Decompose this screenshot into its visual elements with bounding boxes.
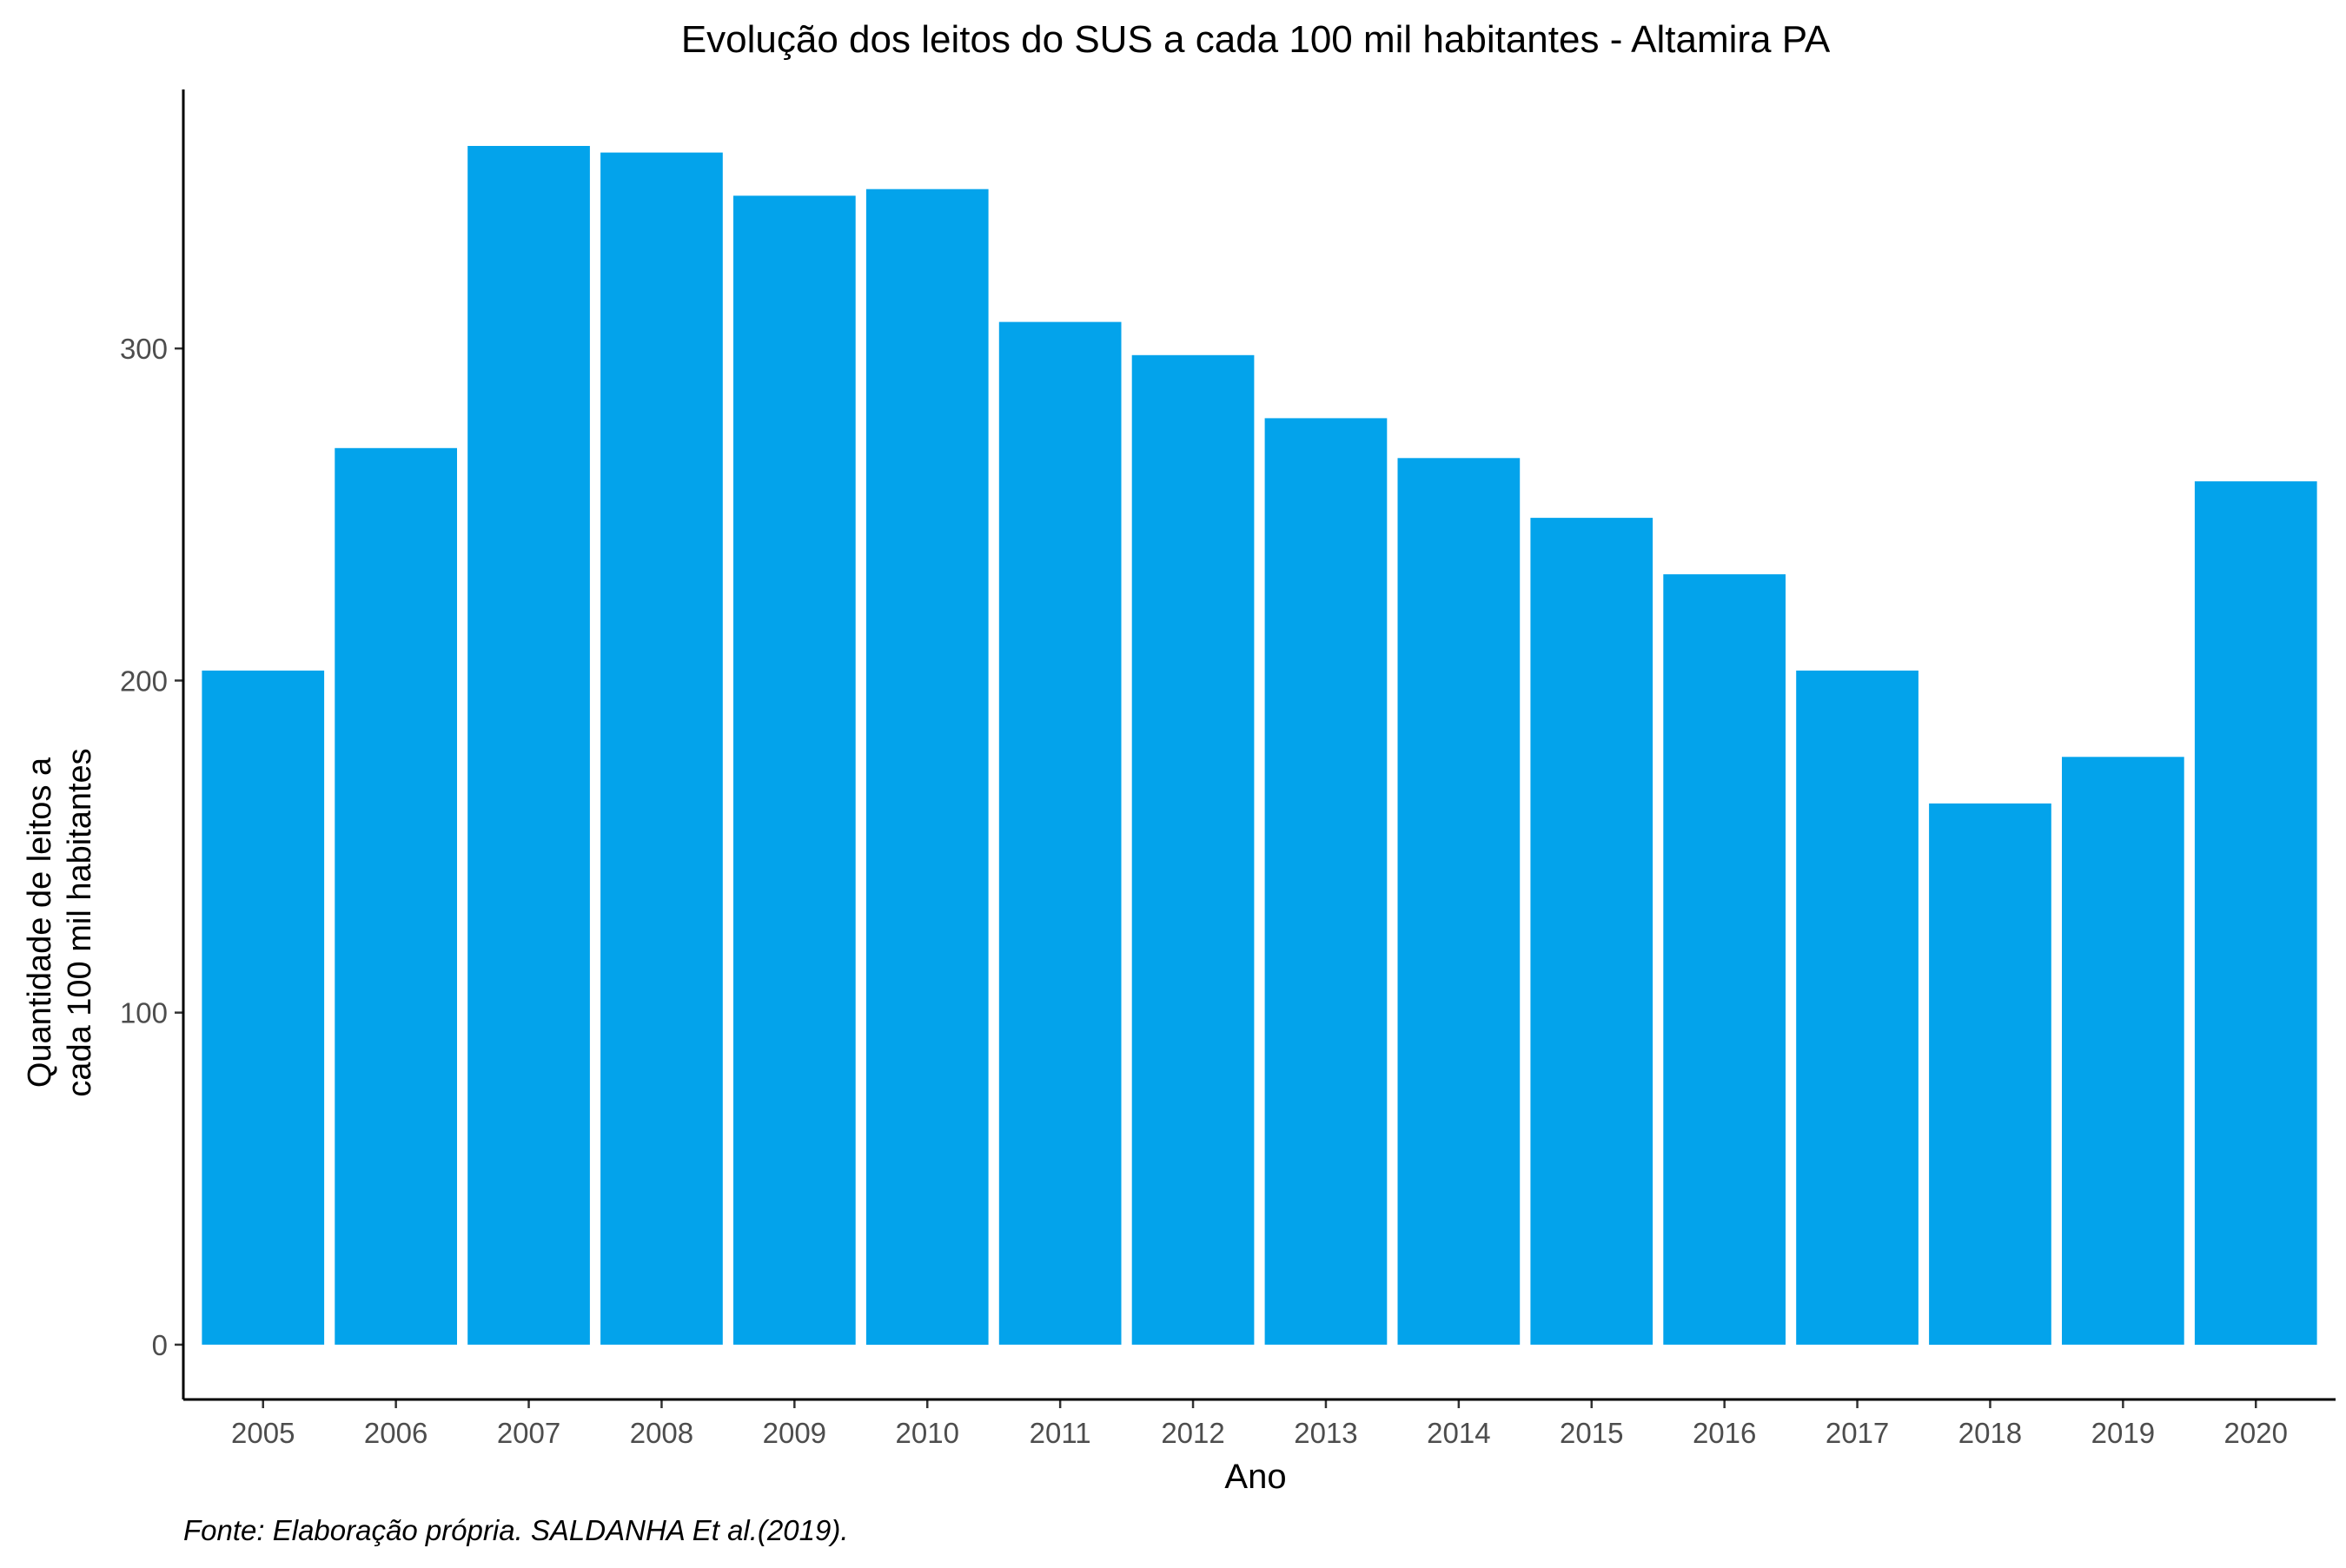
- x-tick-label: 2012: [1161, 1417, 1224, 1449]
- x-tick-label: 2005: [231, 1417, 295, 1449]
- bar-2020: [2194, 481, 2317, 1345]
- x-tick-label: 2016: [1693, 1417, 1756, 1449]
- bar-2016: [1663, 574, 1786, 1345]
- bar-2007: [467, 146, 590, 1345]
- x-tick-label: 2013: [1294, 1417, 1357, 1449]
- x-tick-label: 2006: [364, 1417, 427, 1449]
- bar-2019: [2062, 757, 2184, 1345]
- x-tick-label: 2007: [497, 1417, 560, 1449]
- x-axis-ticks: 2005 2006 2007 2008 2009 2010 2011 2012 2013 2014…: [231, 1399, 2288, 1449]
- x-tick-label: 2018: [1958, 1417, 2022, 1449]
- bar-2014: [1397, 458, 1521, 1345]
- bar-2017: [1796, 670, 1919, 1345]
- y-axis-label: Quantidade de leitos a cada 100 mil habi…: [22, 748, 98, 1096]
- x-tick-label: 2009: [763, 1417, 826, 1449]
- x-tick-label: 2010: [896, 1417, 959, 1449]
- x-tick-label: 2011: [1030, 1417, 1091, 1449]
- bar-2018: [1929, 803, 2051, 1345]
- x-tick-label: 2015: [1560, 1417, 1623, 1449]
- y-tick-label: 300: [120, 333, 168, 365]
- bars-group: [202, 146, 2317, 1346]
- bar-2015: [1530, 518, 1653, 1345]
- bar-2010: [865, 189, 989, 1346]
- bar-2011: [998, 321, 1122, 1345]
- chart-title: Evolução dos leitos do SUS a cada 100 mi…: [681, 18, 1831, 61]
- bar-2005: [202, 670, 325, 1345]
- y-axis-label-line-2: cada 100 mil habitantes: [62, 748, 98, 1096]
- y-axis-label-line-1: Quantidade de leitos a: [22, 757, 58, 1088]
- y-axis-ticks: 0 100 200 300: [120, 333, 183, 1361]
- y-tick-label: 100: [120, 997, 168, 1029]
- bar-2006: [335, 447, 457, 1345]
- x-tick-label: 2017: [1826, 1417, 1889, 1449]
- x-tick-label: 2008: [630, 1417, 693, 1449]
- bar-2013: [1264, 418, 1388, 1345]
- y-tick-label: 200: [120, 665, 168, 697]
- bar-2012: [1131, 354, 1255, 1345]
- x-tick-label: 2020: [2224, 1417, 2288, 1449]
- x-tick-label: 2014: [1427, 1417, 1490, 1449]
- bar-2008: [600, 152, 723, 1345]
- x-axis-label: Ano: [1224, 1458, 1286, 1496]
- bar-2009: [733, 195, 856, 1345]
- x-tick-label: 2019: [2091, 1417, 2155, 1449]
- y-tick-label: 0: [152, 1329, 168, 1361]
- chart-caption: Fonte: Elaboração própria. SALDANHA Et a…: [183, 1514, 849, 1546]
